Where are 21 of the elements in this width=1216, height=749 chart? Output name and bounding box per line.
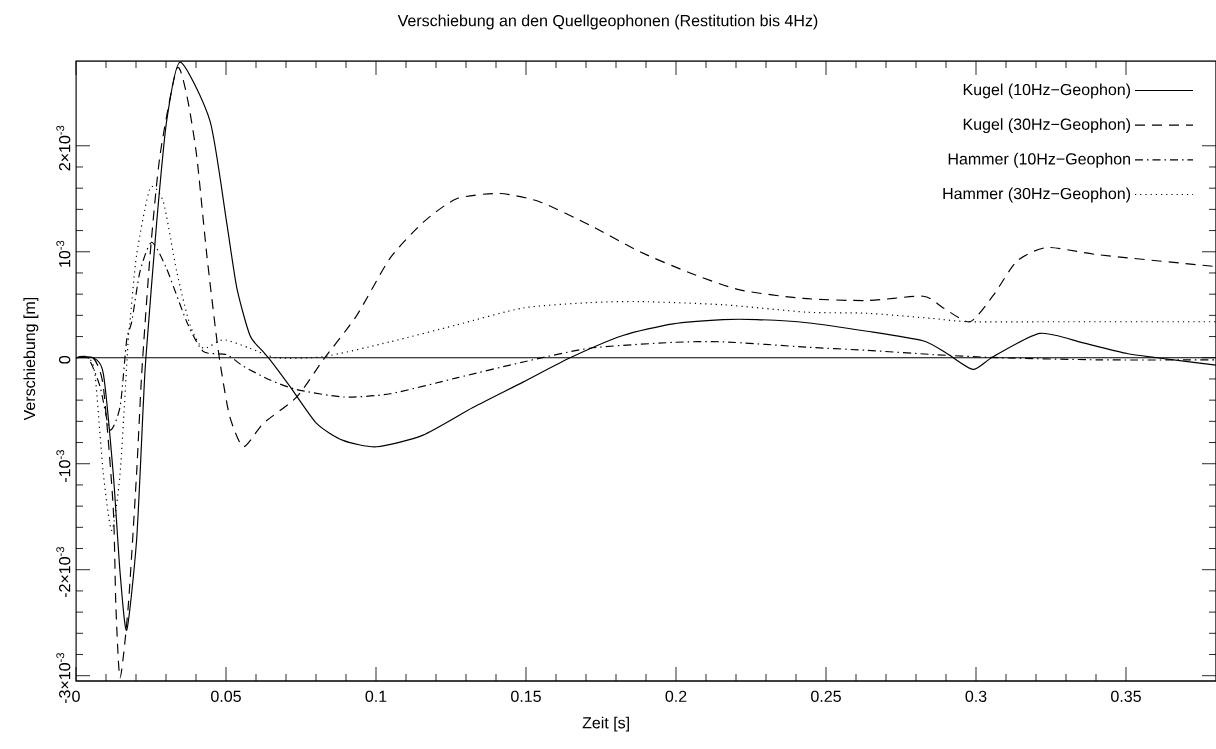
x-tick-label: 0.2 (665, 690, 687, 702)
legend-label: Hammer (10Hz−Geophon (948, 152, 1130, 168)
y-tick-label: 2×10$^{-3}$ (56, 125, 71, 171)
x-axis-title: Zeit [s] (582, 716, 629, 732)
y-tick-label: -2×10$^{-3}$ (56, 546, 71, 598)
x-tick-label: 0.3 (965, 690, 987, 702)
legend-label: Kugel (10Hz−Geophon) (963, 83, 1131, 99)
x-tick-label: 0.15 (511, 690, 541, 702)
x-tick-label: 0 (72, 690, 80, 702)
x-tick-label: 0.25 (811, 690, 841, 702)
x-tick-label: 0.35 (1111, 690, 1141, 702)
y-axis-title: Verschiebung [m] (23, 297, 39, 421)
legend-label: Hammer (30Hz−Geophon) (943, 187, 1131, 203)
x-tick-label: 0.1 (365, 690, 387, 702)
x-tick-label: 0.05 (211, 690, 241, 702)
y-tick-label: -3×10$^{-3}$ (56, 652, 71, 704)
chart-title: Verschiebung an den Quellgeophonen (Restitution bis 4Hz) (397, 14, 818, 30)
y-tick-label: -10$^{-3}$ (56, 450, 71, 482)
legend-label: Kugel (30Hz−Geophon) (963, 118, 1131, 134)
y-tick-label: 10$^{-3}$ (56, 240, 71, 267)
y-tick-label: 0 (59, 355, 71, 364)
